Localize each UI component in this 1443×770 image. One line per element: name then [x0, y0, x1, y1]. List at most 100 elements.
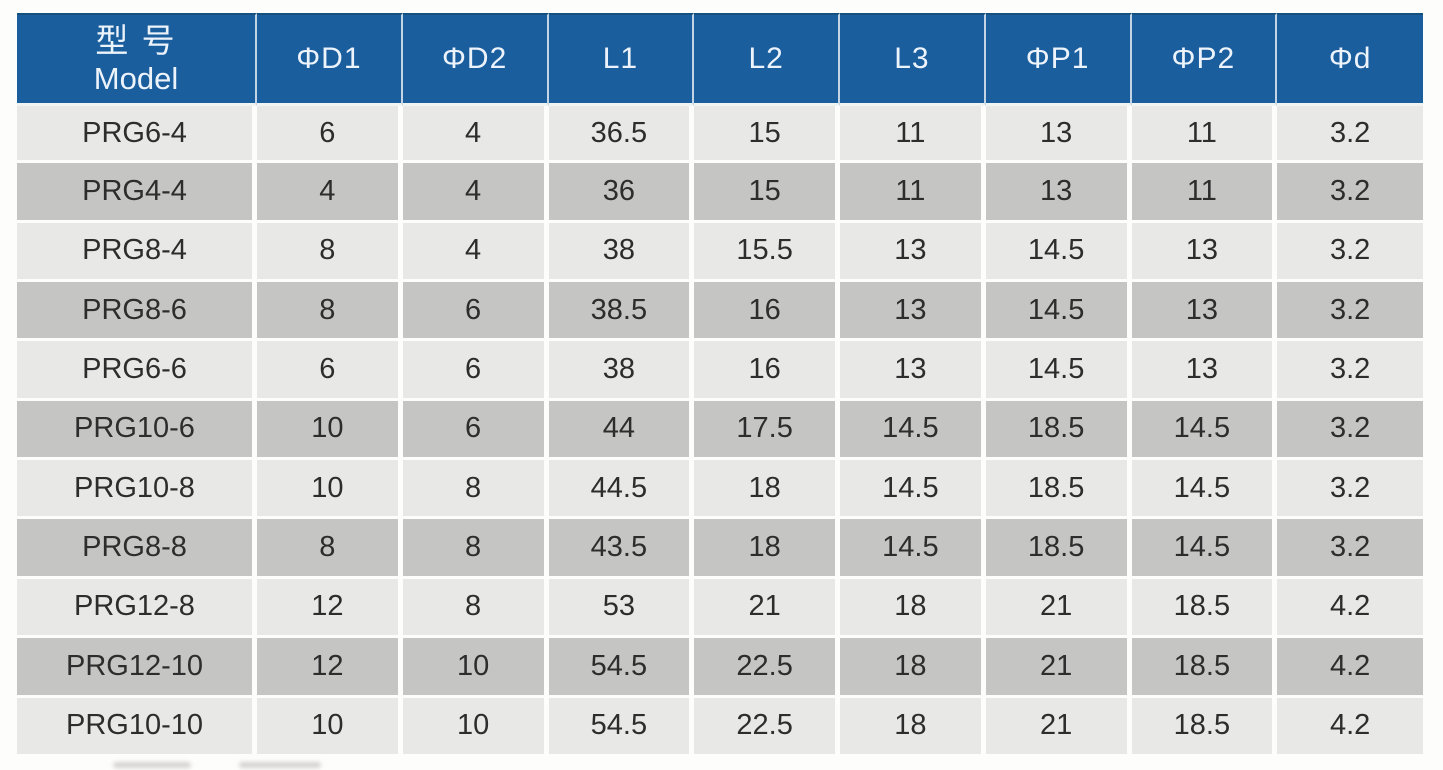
value-cell: 22.5: [694, 694, 840, 754]
table-row: PRG8-8 8 8 43.5 18 14.5 18.5 14.5 3.2: [17, 516, 1423, 576]
value-cell: 3.2: [1277, 457, 1423, 517]
value-cell: 14.5: [1131, 397, 1278, 458]
model-cell: PRG8-4: [17, 219, 257, 280]
value-cell: 8: [257, 279, 403, 339]
header-cell-model: 型 号 Model: [17, 13, 257, 106]
value-cell: 13: [840, 279, 986, 339]
value-cell: 8: [402, 575, 549, 636]
cropped-artifact: [113, 762, 191, 768]
value-cell: 15.5: [694, 219, 840, 280]
model-cell: PRG8-6: [17, 279, 257, 339]
header-cell-d1: ΦD1: [257, 13, 403, 106]
model-cell: PRG6-6: [17, 338, 257, 398]
header-cell-l3: L3: [840, 13, 986, 106]
value-cell: 18.5: [985, 457, 1132, 517]
value-cell: 4: [402, 219, 549, 280]
value-cell: 11: [840, 106, 986, 161]
value-cell: 11: [1131, 160, 1278, 220]
value-cell: 8: [257, 219, 403, 280]
value-cell: 22.5: [694, 635, 840, 695]
value-cell: 15: [694, 160, 840, 220]
value-cell: 3.2: [1277, 279, 1423, 339]
value-cell: 14.5: [840, 397, 986, 458]
value-cell: 14.5: [985, 219, 1132, 280]
value-cell: 8: [402, 457, 549, 517]
value-cell: 38: [548, 219, 695, 280]
value-cell: 38.5: [548, 279, 695, 339]
value-cell: 10: [257, 457, 403, 517]
table-row: PRG10-10 10 10 54.5 22.5 18 21 18.5 4.2: [17, 694, 1423, 754]
value-cell: 6: [402, 397, 549, 458]
value-cell: 18.5: [1131, 694, 1278, 754]
value-cell: 44: [548, 397, 695, 458]
header-model-zh: 型 号: [95, 22, 177, 59]
value-cell: 21: [985, 575, 1132, 636]
value-cell: 18.5: [1131, 635, 1278, 695]
value-cell: 4.2: [1277, 635, 1423, 695]
value-cell: 13: [840, 338, 986, 398]
value-cell: 16: [694, 279, 840, 339]
value-cell: 3.2: [1277, 516, 1423, 576]
value-cell: 18.5: [1131, 575, 1278, 636]
value-cell: 21: [985, 635, 1132, 695]
header-cell-l2: L2: [694, 13, 840, 106]
value-cell: 10: [402, 694, 549, 754]
value-cell: 14.5: [1131, 457, 1278, 517]
model-cell: PRG8-8: [17, 516, 257, 576]
model-cell: PRG10-8: [17, 457, 257, 517]
value-cell: 18: [694, 457, 840, 517]
spec-table: 型 号 Model ΦD1 ΦD2 L1 L2 L3 ΦP1 ΦP2 Φd PR…: [17, 13, 1423, 754]
table-row: PRG10-6 10 6 44 17.5 14.5 18.5 14.5 3.2: [17, 397, 1423, 458]
cropped-artifact: [239, 762, 321, 768]
value-cell: 12: [257, 635, 403, 695]
value-cell: 18.5: [985, 516, 1132, 576]
value-cell: 44.5: [548, 457, 695, 517]
value-cell: 14.5: [985, 279, 1132, 339]
value-cell: 12: [257, 575, 403, 636]
value-cell: 6: [402, 338, 549, 398]
value-cell: 54.5: [548, 694, 695, 754]
value-cell: 3.2: [1277, 219, 1423, 280]
value-cell: 6: [257, 338, 403, 398]
value-cell: 4: [257, 160, 403, 220]
value-cell: 10: [257, 397, 403, 458]
value-cell: 8: [402, 516, 549, 576]
value-cell: 43.5: [548, 516, 695, 576]
value-cell: 18: [840, 635, 986, 695]
value-cell: 18: [694, 516, 840, 576]
table-row: PRG6-4 6 4 36.5 15 11 13 11 3.2: [17, 106, 1423, 161]
header-cell-p1: ΦP1: [985, 13, 1132, 106]
model-cell: PRG12-10: [17, 635, 257, 695]
value-cell: 38: [548, 338, 695, 398]
value-cell: 36: [548, 160, 695, 220]
table-row: PRG8-6 8 6 38.5 16 13 14.5 13 3.2: [17, 279, 1423, 339]
table-row: PRG8-4 8 4 38 15.5 13 14.5 13 3.2: [17, 219, 1423, 280]
value-cell: 8: [257, 516, 403, 576]
header-cell-d: Φd: [1277, 13, 1423, 106]
header-cell-l1: L1: [548, 13, 695, 106]
value-cell: 54.5: [548, 635, 695, 695]
table-row: PRG12-8 12 8 53 21 18 21 18.5 4.2: [17, 575, 1423, 636]
value-cell: 4: [402, 160, 549, 220]
value-cell: 3.2: [1277, 160, 1423, 220]
value-cell: 14.5: [985, 338, 1132, 398]
value-cell: 13: [985, 106, 1132, 161]
value-cell: 6: [402, 279, 549, 339]
value-cell: 13: [1131, 338, 1278, 398]
value-cell: 21: [985, 694, 1132, 754]
table-row: PRG6-6 6 6 38 16 13 14.5 13 3.2: [17, 338, 1423, 398]
value-cell: 14.5: [840, 516, 986, 576]
header-model-en: Model: [93, 61, 179, 96]
value-cell: 4: [402, 106, 549, 161]
table-row: PRG12-10 12 10 54.5 22.5 18 21 18.5 4.2: [17, 635, 1423, 695]
model-cell: PRG10-10: [17, 694, 257, 754]
value-cell: 18: [840, 575, 986, 636]
model-cell: PRG6-4: [17, 106, 257, 161]
model-cell: PRG4-4: [17, 160, 257, 220]
value-cell: 13: [840, 219, 986, 280]
value-cell: 10: [402, 635, 549, 695]
table-row: PRG10-8 10 8 44.5 18 14.5 18.5 14.5 3.2: [17, 457, 1423, 517]
value-cell: 18: [840, 694, 986, 754]
value-cell: 18.5: [985, 397, 1132, 458]
